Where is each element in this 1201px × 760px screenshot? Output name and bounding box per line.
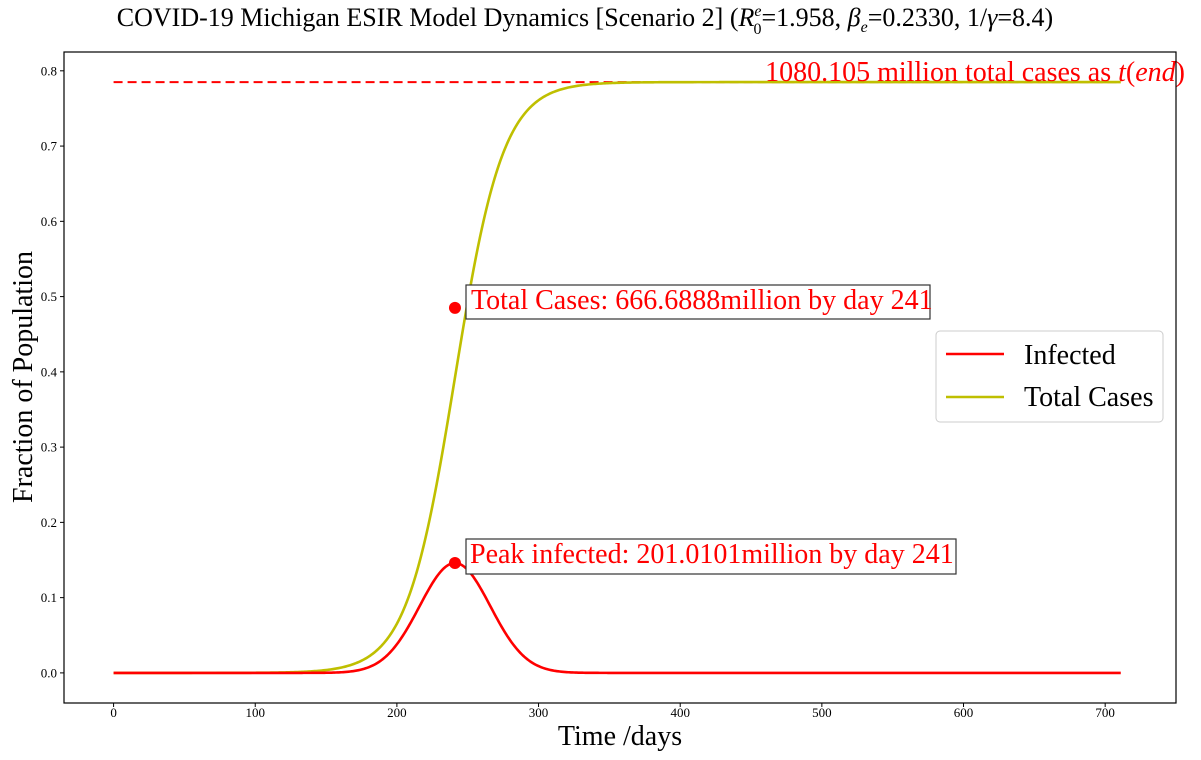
y-tick-label: 0.8 xyxy=(41,63,57,78)
end-total-end-word: end xyxy=(1135,57,1176,88)
y-tick-label: 0.1 xyxy=(41,590,57,605)
title-r-value: =1.958, xyxy=(762,3,848,32)
end-total-main: 1080.105 million total cases as xyxy=(765,57,1118,88)
y-tick-label: 0.2 xyxy=(41,515,57,530)
end-total-annotation: 1080.105 million total cases as t(end) xyxy=(765,57,1185,88)
title-beta-value: =0.2330, 1/ xyxy=(868,3,988,32)
x-tick-label: 500 xyxy=(812,705,832,720)
tick-group: 0 100 200 300 400 500 600 700 0.0 0.1 0.2 0.3 0.4 0.5… xyxy=(41,63,1115,720)
plot-area xyxy=(113,80,1121,675)
end-total-t: t xyxy=(1118,57,1127,88)
end-total-paren-open: ( xyxy=(1126,57,1135,88)
total-cases-annotation-text: Total Cases: 666.6888million by day 241 xyxy=(471,285,933,316)
title-r-sup: e xyxy=(754,3,761,20)
total-cases-marker xyxy=(448,301,461,314)
x-tick-label: 600 xyxy=(954,705,974,720)
y-tick-label: 0.0 xyxy=(41,665,57,680)
title-r-sub: 0 xyxy=(754,21,762,38)
y-axis-title: Fraction of Population xyxy=(8,251,39,503)
x-tick-label: 100 xyxy=(245,705,265,720)
legend-label-total-cases: Total Cases xyxy=(1024,382,1153,413)
title-gamma-value: =8.4) xyxy=(997,3,1053,32)
legend: Infected Total Cases xyxy=(935,330,1164,423)
y-tick-label: 0.3 xyxy=(41,440,57,455)
x-tick-label: 300 xyxy=(529,705,549,720)
y-tick-label: 0.7 xyxy=(41,139,58,154)
y-tick-label: 0.5 xyxy=(41,289,57,304)
x-axis-title: Time /days xyxy=(558,721,682,752)
x-tick-label: 0 xyxy=(110,705,117,720)
peak-infected-annotation-text: Peak infected: 201.0101million by day 24… xyxy=(470,539,954,570)
y-tick-label: 0.6 xyxy=(41,214,58,229)
title-beta-sub: e xyxy=(861,19,868,36)
peak-infected-annotation-box xyxy=(465,538,957,575)
x-tick-label: 700 xyxy=(1095,705,1115,720)
end-total-paren-close: ) xyxy=(1176,57,1185,88)
title-r-symbol: R xyxy=(738,3,755,32)
y-tick-label: 0.4 xyxy=(41,364,58,379)
title-gamma-symbol: γ xyxy=(987,3,998,32)
x-tick-label: 200 xyxy=(387,705,407,720)
peak-infected-marker xyxy=(448,557,461,570)
x-tick-label: 400 xyxy=(670,705,690,720)
series-line-infected xyxy=(113,561,1121,675)
plot-frame xyxy=(63,51,1177,704)
title-beta-symbol: β xyxy=(847,3,861,32)
legend-label-infected: Infected xyxy=(1024,340,1116,371)
chart-title: COVID-19 Michigan ESIR Model Dynamics [S… xyxy=(117,3,1053,38)
total-cases-annotation-box xyxy=(465,284,931,320)
title-prefix: COVID-19 Michigan ESIR Model Dynamics [S… xyxy=(117,3,739,32)
